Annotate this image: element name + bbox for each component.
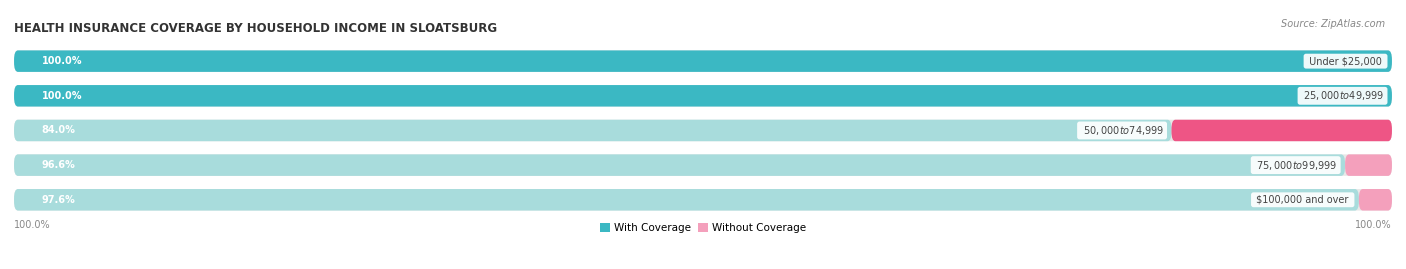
Text: $75,000 to $99,999: $75,000 to $99,999: [1253, 159, 1339, 172]
Text: 96.6%: 96.6%: [42, 160, 76, 170]
Text: 100.0%: 100.0%: [1355, 220, 1392, 230]
FancyBboxPatch shape: [1171, 120, 1392, 141]
Text: HEALTH INSURANCE COVERAGE BY HOUSEHOLD INCOME IN SLOATSBURG: HEALTH INSURANCE COVERAGE BY HOUSEHOLD I…: [14, 22, 498, 35]
FancyBboxPatch shape: [14, 189, 1392, 211]
Text: $25,000 to $49,999: $25,000 to $49,999: [1301, 89, 1385, 102]
Text: Source: ZipAtlas.com: Source: ZipAtlas.com: [1281, 19, 1385, 29]
Text: 100.0%: 100.0%: [42, 91, 82, 101]
FancyBboxPatch shape: [14, 85, 1392, 107]
FancyBboxPatch shape: [14, 85, 1392, 107]
FancyBboxPatch shape: [14, 120, 1392, 141]
Text: $100,000 and over: $100,000 and over: [1254, 195, 1353, 205]
FancyBboxPatch shape: [14, 50, 1392, 72]
Text: 100.0%: 100.0%: [42, 56, 82, 66]
FancyBboxPatch shape: [14, 189, 1358, 211]
Text: 84.0%: 84.0%: [42, 125, 76, 136]
FancyBboxPatch shape: [14, 50, 1392, 72]
Text: 97.6%: 97.6%: [42, 195, 76, 205]
FancyBboxPatch shape: [1358, 189, 1392, 211]
FancyBboxPatch shape: [1346, 154, 1392, 176]
Text: $50,000 to $74,999: $50,000 to $74,999: [1080, 124, 1164, 137]
Legend: With Coverage, Without Coverage: With Coverage, Without Coverage: [596, 219, 810, 237]
FancyBboxPatch shape: [14, 120, 1171, 141]
FancyBboxPatch shape: [14, 154, 1392, 176]
FancyBboxPatch shape: [14, 154, 1346, 176]
Text: 100.0%: 100.0%: [14, 220, 51, 230]
Text: Under $25,000: Under $25,000: [1306, 56, 1385, 66]
